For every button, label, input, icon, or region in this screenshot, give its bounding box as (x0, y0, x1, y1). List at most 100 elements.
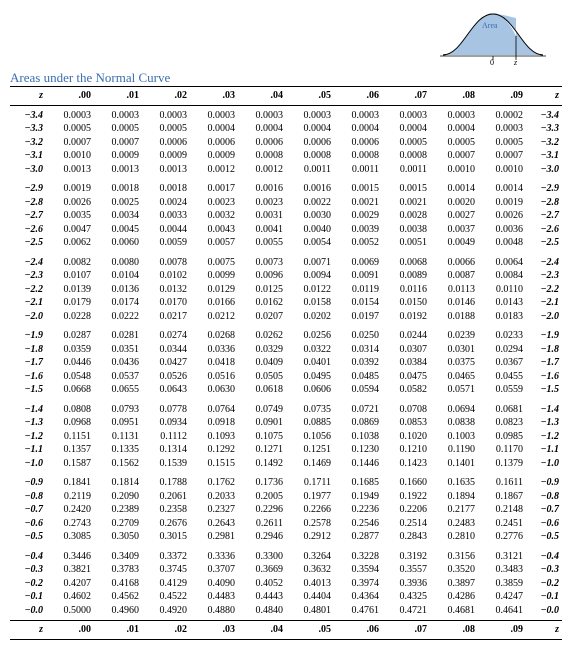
cell-value: 0.2296 (238, 503, 286, 517)
z-value: −3.2 (10, 136, 46, 150)
cell-value: 0.0018 (94, 179, 142, 196)
cell-value: 0.1401 (430, 457, 478, 474)
cell-value: 0.0294 (478, 343, 526, 357)
cell-value: 0.0721 (334, 400, 382, 417)
cell-value: 0.2483 (430, 517, 478, 531)
z-value: −2.1 (10, 296, 46, 310)
cell-value: 0.0202 (286, 310, 334, 327)
cell-value: 0.0003 (478, 122, 526, 136)
cell-value: 0.2090 (94, 490, 142, 504)
cell-value: 0.0006 (142, 136, 190, 150)
z-value: −0.2 (10, 577, 46, 591)
cell-value: 0.0582 (382, 383, 430, 400)
cell-value: 0.0031 (238, 209, 286, 223)
table-row: −0.80.21190.20900.20610.20330.20050.1977… (10, 490, 562, 504)
z-value: −2.3 (10, 269, 46, 283)
cell-value: 0.0594 (334, 383, 382, 400)
row-group: −2.90.00190.00180.00180.00170.00160.0016… (10, 179, 562, 253)
cell-value: 0.2148 (478, 503, 526, 517)
cell-value: 0.0016 (286, 179, 334, 196)
cell-value: 0.0122 (286, 283, 334, 297)
col-2: .02 (142, 621, 190, 640)
cell-value: 0.0003 (46, 105, 94, 122)
cell-value: 0.3936 (382, 577, 430, 591)
cell-value: 0.1539 (142, 457, 190, 474)
cell-value: 0.4443 (238, 590, 286, 604)
cell-value: 0.0059 (142, 236, 190, 253)
cell-value: 0.0010 (478, 163, 526, 180)
cell-value: 0.3974 (334, 577, 382, 591)
cell-value: 0.0073 (238, 253, 286, 270)
cell-value: 0.3156 (430, 547, 478, 564)
z-value: −0.2 (526, 577, 562, 591)
cell-value: 0.1131 (94, 430, 142, 444)
cell-value: 0.4364 (334, 590, 382, 604)
cell-value: 0.0154 (334, 296, 382, 310)
z-value: −1.4 (526, 400, 562, 417)
cell-value: 0.0384 (382, 356, 430, 370)
z-value: −1.7 (10, 356, 46, 370)
cell-value: 0.1492 (238, 457, 286, 474)
cell-value: 0.0918 (190, 416, 238, 430)
cell-value: 0.0630 (190, 383, 238, 400)
cell-value: 0.3015 (142, 530, 190, 547)
cell-value: 0.0069 (334, 253, 382, 270)
z-value: −0.1 (526, 590, 562, 604)
cell-value: 0.1711 (286, 473, 334, 490)
z-value: −0.4 (10, 547, 46, 564)
axis-0-label: 0 (490, 58, 494, 66)
table-header: z.00.01.02.03.04.05.06.07.08.09z (10, 87, 562, 106)
cell-value: 0.1335 (94, 443, 142, 457)
cell-value: 0.0136 (94, 283, 142, 297)
cell-value: 0.0526 (142, 370, 190, 384)
cell-value: 0.0016 (238, 179, 286, 196)
z-value: −0.3 (526, 563, 562, 577)
cell-value: 0.0793 (94, 400, 142, 417)
cell-value: 0.0010 (430, 163, 478, 180)
row-group: −0.90.18410.18140.17880.17620.17360.1711… (10, 473, 562, 547)
cell-value: 0.0228 (46, 310, 94, 327)
cell-value: 0.0179 (46, 296, 94, 310)
cell-value: 0.0017 (190, 179, 238, 196)
cell-value: 0.3632 (286, 563, 334, 577)
z-value: −3.0 (526, 163, 562, 180)
cell-value: 0.1446 (334, 457, 382, 474)
cell-value: 0.0032 (190, 209, 238, 223)
table-row: −0.50.30850.30500.30150.29810.29460.2912… (10, 530, 562, 547)
cell-value: 0.0329 (238, 343, 286, 357)
cell-value: 0.2033 (190, 490, 238, 504)
z-value: −2.5 (10, 236, 46, 253)
cell-value: 0.4168 (94, 577, 142, 591)
table-row: −1.20.11510.11310.11120.10930.10750.1056… (10, 430, 562, 444)
cell-value: 0.0024 (142, 196, 190, 210)
table-row: −0.60.27430.27090.26760.26430.26110.2578… (10, 517, 562, 531)
cell-value: 0.4404 (286, 590, 334, 604)
cell-value: 0.1093 (190, 430, 238, 444)
table-row: −2.00.02280.02220.02170.02120.02070.0202… (10, 310, 562, 327)
cell-value: 0.0003 (334, 105, 382, 122)
cell-value: 0.0002 (478, 105, 526, 122)
cell-value: 0.1867 (478, 490, 526, 504)
cell-value: 0.0055 (238, 236, 286, 253)
table-row: −2.40.00820.00800.00780.00750.00730.0071… (10, 253, 562, 270)
row-group: −1.90.02870.02810.02740.02680.02620.0256… (10, 326, 562, 400)
cell-value: 0.2912 (286, 530, 334, 547)
cell-value: 0.0082 (46, 253, 94, 270)
cell-value: 0.0668 (46, 383, 94, 400)
cell-value: 0.0934 (142, 416, 190, 430)
cell-value: 0.3192 (382, 547, 430, 564)
z-value: −2.6 (526, 223, 562, 237)
col-9: .09 (478, 87, 526, 106)
cell-value: 0.0006 (238, 136, 286, 150)
cell-value: 0.0256 (286, 326, 334, 343)
cell-value: 0.0643 (142, 383, 190, 400)
table-row: −1.60.05480.05370.05260.05160.05050.0495… (10, 370, 562, 384)
cell-value: 0.0344 (142, 343, 190, 357)
cell-value: 0.0823 (478, 416, 526, 430)
cell-value: 0.0047 (46, 223, 94, 237)
cell-value: 0.0013 (94, 163, 142, 180)
cell-value: 0.0006 (190, 136, 238, 150)
cell-value: 0.0023 (238, 196, 286, 210)
col-z-right: z (526, 87, 562, 106)
cell-value: 0.0119 (334, 283, 382, 297)
